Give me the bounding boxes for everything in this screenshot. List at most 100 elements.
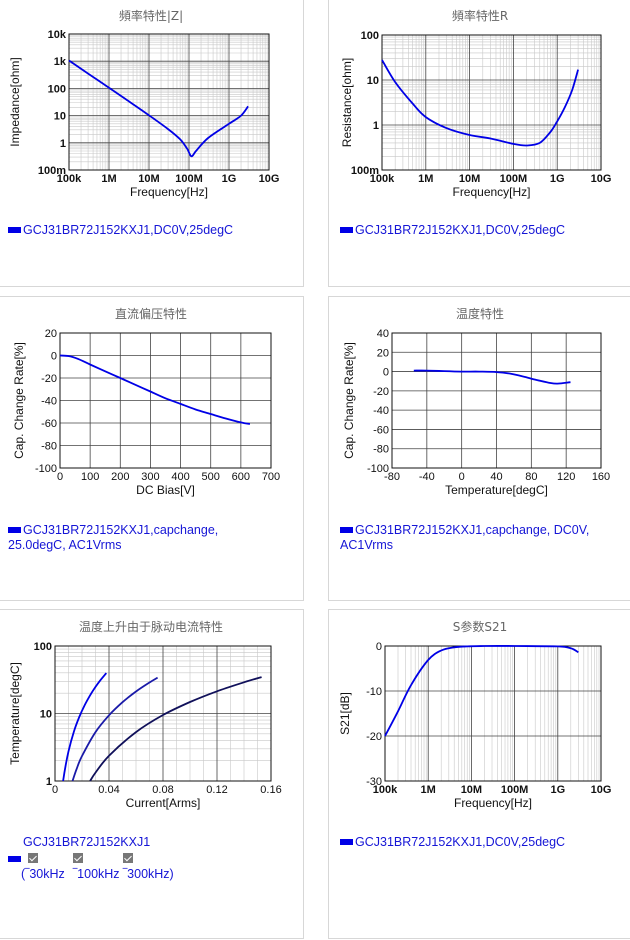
y-tick-label: -60 [41,418,57,430]
x-tick-label: 10M [461,784,482,796]
y-tick-label: 0 [383,367,389,379]
legend-label: GCJ31BR72J152KXJ1,capchange, [23,523,219,537]
x-tick-label: 1M [418,173,433,185]
y-tick-label: -100 [35,463,57,475]
legend-swatch [8,856,21,862]
plot-frame [384,645,602,782]
chart-legend: GCJ31BR72J152KXJ1,DC0V,25degC [340,835,565,850]
y-tick-label: 10 [40,709,52,721]
y-tick-label: 20 [377,347,389,359]
y-tick-label: -40 [373,405,389,417]
series-line [68,59,249,158]
x-tick-label: 1G [550,173,565,185]
chart-legend: GCJ31BR72J152KXJ1,DC0V,25degC [8,223,233,238]
series-line [62,672,107,782]
s21-chart: 100k 1M 10M 100M 1G 10G 0 -10 -20 -30 Frequency[Hz… [338,641,612,810]
x-axis-label: DC Bias[V] [136,483,195,497]
y-tick-label: 1 [60,138,66,150]
chart-legend: GCJ31BR72J152KXJ1,DC0V,25degC [340,223,565,238]
x-tick-label: 1M [101,173,116,185]
y-tick-label: -20 [373,386,389,398]
checkbox-30khz[interactable] [28,853,38,863]
y-axis-label: Impedance[ohm] [8,57,22,146]
x-tick-label: 100k [373,784,398,796]
x-tick-label: 80 [525,471,537,483]
x-tick-label: 10G [591,784,612,796]
frequency-label-100khz: ‾100kHz [73,867,120,881]
chart-title: 直流偏压特性 [114,307,187,321]
y-tick-label: -100 [367,463,389,475]
plot-frame [381,34,602,171]
legend-label: GCJ31BR72J152KXJ1,DC0V,25degC [355,223,566,237]
x-tick-label: 0.12 [206,784,227,796]
y-axis-label: Resistance[ohm] [340,58,354,147]
x-tick-label: 40 [490,471,502,483]
x-tick-label: 120 [557,471,575,483]
x-tick-label: 600 [232,471,250,483]
y-tick-label: 1 [373,120,379,132]
plot-frame [68,33,270,171]
y-tick-label: 100 [48,83,66,95]
y-tick-label: 10 [54,111,66,123]
y-tick-label: 20 [45,328,57,340]
impedance-chart: 100k 1M 10M 100M 1G 10G 100m 1 10 100 1k 10k Frequen… [8,29,279,199]
x-tick-label: 0 [459,471,465,483]
x-tick-label: 700 [262,471,280,483]
legend-label: GCJ31BR72J152KXJ1 [23,835,151,849]
x-tick-label: 10M [459,173,480,185]
x-tick-label: 100 [81,471,99,483]
plot-frame [59,332,272,469]
legend-swatch [340,838,353,845]
x-axis-label: Temperature[degC] [445,483,548,497]
x-tick-label: 0.04 [98,784,119,796]
legend-label: GCJ31BR72J152KXJ1,DC0V,25degC [355,835,566,849]
x-tick-label: 400 [171,471,189,483]
chart-panel-impedance: 頻率特性|Z| 100k 1M 10M 100M 1G 10G 100m 1 10 100 1k 10… [0,0,304,287]
chart-panel-dc-bias: 直流偏压特性 0 100 200 300 400 500 600 700 20 0 -20 -40 -6… [0,296,304,601]
chart-panel-temperature: 温度特性 -80 -40 0 40 80 120 160 40 20 0 -20 -40 -60 -80-… [328,296,630,601]
x-tick-label: 1M [421,784,436,796]
x-tick-label: 100M [175,173,203,185]
x-tick-label: 500 [202,471,220,483]
y-tick-label: 100 [34,641,52,653]
y-tick-label: 1 [46,776,52,788]
chart-panel-ripple-current: 温度上升由于脉动电流特性 0 0.04 0.08 0.12 0.16 1 10 100 Curr… [0,609,304,939]
y-tick-label: 10k [48,29,67,41]
x-tick-label: 0 [57,471,63,483]
y-tick-label: 100 [361,30,379,42]
x-axis-label: Frequency[Hz] [130,185,208,199]
y-tick-label: -80 [373,444,389,456]
x-axis-label: Frequency[Hz] [452,185,530,199]
chart-panel-resistance: 頻率特性R 100k 1M 10M 100M 1G 10G 100m 1 10 100 Freque… [328,0,630,287]
x-tick-label: -80 [384,471,400,483]
x-tick-label: 160 [592,471,610,483]
y-tick-label: 40 [377,328,389,340]
resistance-chart: 100k 1M 10M 100M 1G 10G 100m 1 10 100 Frequency[Hz… [340,30,611,199]
x-tick-label: 0.08 [152,784,173,796]
x-axis-label: Frequency[Hz] [454,796,532,810]
series-line [384,645,579,737]
series-line [59,354,251,425]
x-tick-label: 1G [550,784,565,796]
series-line [71,676,159,782]
y-axis-label: Temperature[degC] [8,662,22,765]
y-tick-label: -40 [41,396,57,408]
chart-legend: GCJ31BR72J152KXJ1 [23,835,150,850]
plot-frame [54,645,272,782]
y-tick-label: -30 [366,776,382,788]
checkbox-300khz[interactable] [123,853,133,863]
y-tick-label: -20 [41,373,57,385]
chart-legend: GCJ31BR72J152KXJ1,capchange, 25.0degC, AC… [8,523,218,553]
series-line [89,676,262,782]
x-tick-label: 300 [141,471,159,483]
checkbox-100khz[interactable] [73,853,83,863]
frequency-label-300khz: ‾300kHz) [123,867,174,881]
y-axis-label: S21[dB] [338,692,352,735]
y-tick-label: 0 [51,351,57,363]
legend-label: GCJ31BR72J152KXJ1,DC0V,25degC [23,223,234,237]
plot-frame [391,332,602,469]
x-tick-label: 200 [111,471,129,483]
y-tick-label: 0 [376,641,382,653]
y-tick-label: 10 [367,75,379,87]
legend-swatch [8,226,21,233]
